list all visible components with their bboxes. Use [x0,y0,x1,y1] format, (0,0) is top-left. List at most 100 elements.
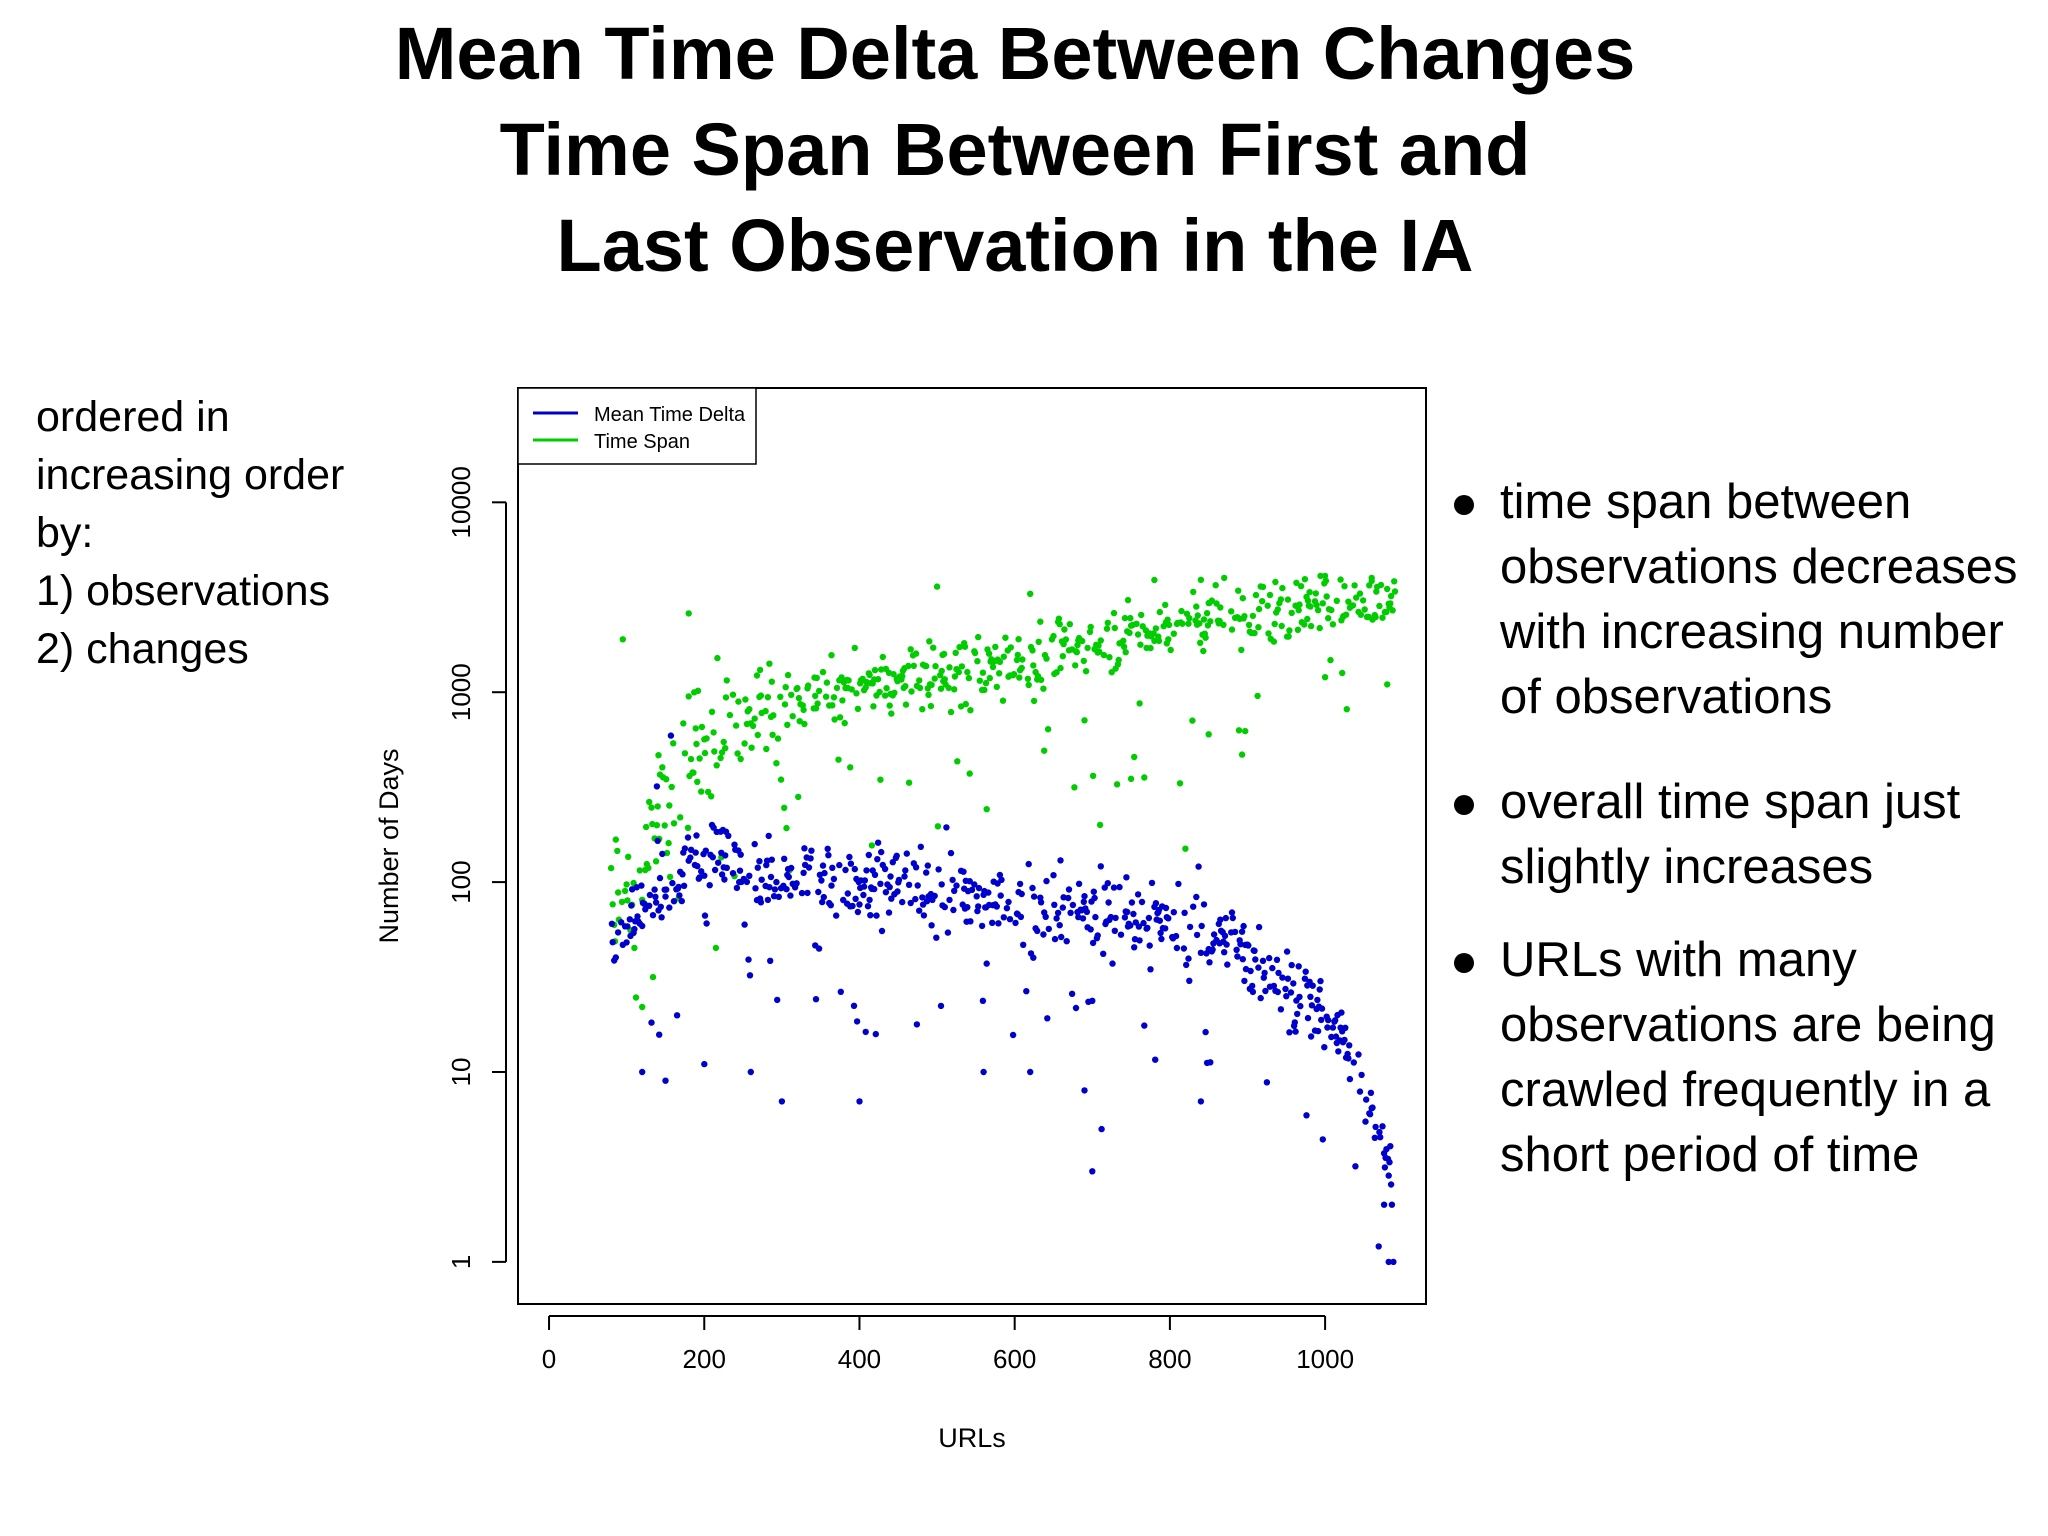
time-span-point [720,738,727,746]
title-line-2: Time Span Between First and [499,108,1531,191]
finding-item: overall time span just slightly increase… [1448,770,2048,900]
time-span-point [698,723,706,731]
time-span-point [666,802,673,809]
mean-time-delta-point [825,852,832,859]
time-span-point [1277,596,1285,603]
time-span-point [1384,681,1391,688]
mean-time-delta-point [912,864,920,871]
time-span-point [762,707,769,715]
mean-time-delta-point [1318,1005,1326,1012]
time-span-point [1377,581,1385,589]
mean-time-delta-point [1209,946,1216,953]
time-span-point [645,864,652,872]
mean-time-delta-point [653,783,661,790]
mean-time-delta-point [1141,1022,1148,1029]
mean-time-delta-point [937,1002,945,1010]
mean-time-delta-point [856,901,863,908]
mean-time-delta-point [764,896,772,904]
mean-time-delta-point [1105,899,1112,906]
time-span-point [1087,623,1094,631]
mean-time-delta-point [1037,899,1045,906]
mean-time-delta-point [725,832,732,839]
time-span-point [1150,630,1157,637]
mean-time-delta-point [1157,929,1164,937]
time-span-point [1351,582,1358,589]
mean-time-delta-point [974,907,981,915]
mean-time-delta-point [1287,989,1295,996]
mean-time-delta-point [1193,893,1200,901]
mean-time-delta-point [941,903,948,911]
mean-time-delta-point [895,876,903,884]
time-span-point [1259,598,1266,605]
time-span-point [1349,602,1357,609]
time-span-point [690,769,697,776]
mean-time-delta-point [1296,993,1303,1001]
time-span-point [805,682,812,689]
time-span-point [722,745,729,752]
time-span-point [623,881,630,888]
mean-time-delta-point [950,906,957,914]
time-span-point [766,660,773,667]
mean-time-delta-point [1307,993,1314,1000]
time-span-point [879,653,886,661]
time-span-point [908,688,915,695]
time-span-point [1007,644,1014,651]
mean-time-delta-point [1034,927,1041,935]
mean-time-delta-point [768,856,775,863]
time-span-point [851,644,858,652]
mean-time-delta-point [860,883,868,890]
mean-time-delta-point [1346,1042,1353,1049]
mean-time-delta-point [1042,913,1049,920]
time-span-point [941,676,948,683]
mean-time-delta-point [1197,1098,1205,1105]
time-span-point [1025,681,1032,689]
time-span-point [951,686,958,693]
time-span-point [833,684,841,692]
time-span-point [1081,717,1088,724]
time-span-point [732,722,740,729]
mean-time-delta-point [877,880,884,887]
mean-time-delta-point [1270,982,1278,990]
time-span-point [1322,577,1330,584]
time-span-point [769,731,776,738]
mean-time-delta-point [1146,942,1153,949]
time-span-point [1190,588,1197,596]
mean-time-delta-point [953,882,960,889]
time-span-point [937,685,945,692]
time-span-point [905,779,913,786]
mean-time-delta-point [639,1068,646,1076]
mean-time-delta-point [821,869,828,877]
mean-time-delta-point [1338,1009,1345,1016]
mean-time-delta-point [1111,927,1119,934]
mean-time-delta-point [1094,932,1101,939]
mean-time-delta-point [778,1098,786,1105]
time-span-point [696,755,703,762]
mean-time-delta-point [793,880,800,887]
time-span-point [1286,627,1293,634]
mean-time-delta-point [722,852,729,859]
mean-time-delta-point [946,896,953,904]
time-span-point [1235,727,1243,734]
time-span-point [854,705,862,712]
finding-item: time span between observations decreases… [1448,470,2048,730]
mean-time-delta-point [856,1098,863,1105]
mean-time-delta-point [1207,1059,1214,1066]
time-span-point [831,716,838,723]
mean-time-delta-point [1233,946,1240,953]
mean-time-delta-point [701,1060,708,1068]
time-span-point [1242,727,1249,735]
time-span-point [618,898,626,906]
mean-time-delta-point [1252,956,1259,963]
mean-time-delta-point [1072,1004,1080,1012]
x-tick-label: 1000 [1296,1344,1354,1374]
time-span-point [670,740,677,747]
mean-time-delta-point [1217,916,1224,923]
mean-time-delta-point [715,859,722,866]
mean-time-delta-point [1352,1163,1359,1170]
mean-time-delta-point [1223,941,1230,948]
mean-time-delta-point [737,851,744,858]
mean-time-delta-point [746,972,754,979]
mean-time-delta-point [1068,990,1076,997]
mean-time-delta-point [624,923,631,930]
